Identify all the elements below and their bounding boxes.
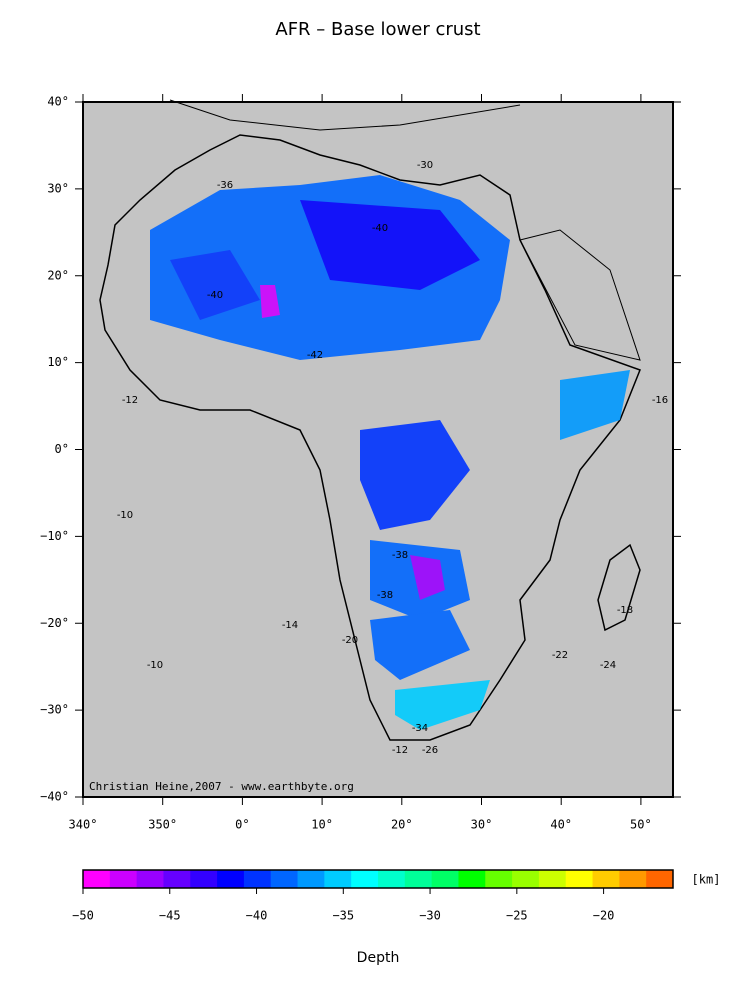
lon-tick-label: 350° [148, 818, 177, 832]
color-box [458, 870, 486, 888]
color-box [404, 870, 433, 888]
contour-label: -24 [600, 660, 616, 671]
contour-label: -18 [617, 605, 633, 616]
colorbar-tick-label: −30 [419, 909, 441, 923]
lon-tick-label: 10° [311, 818, 333, 832]
color-box [270, 870, 299, 888]
color-box [190, 870, 218, 888]
lat-tick-label: −20° [40, 616, 69, 630]
color-box [243, 870, 272, 888]
contour-label: -36 [217, 180, 233, 191]
colorbar-unit: [km] [692, 873, 721, 887]
contour-label: -22 [552, 650, 568, 661]
contour-label: -42 [307, 350, 323, 361]
color-box [109, 870, 138, 888]
lon-tick-label: 340° [69, 818, 98, 832]
color-box [217, 870, 245, 888]
lat-tick-label: 10° [47, 355, 69, 369]
colorbar-tick-label: −35 [332, 909, 354, 923]
contour-label: -30 [417, 160, 433, 171]
colorbar-tick-label: −45 [159, 909, 181, 923]
credit: Christian Heine,2007 - www.earthbyte.org [89, 780, 354, 793]
colorbar-tick-label: −25 [506, 909, 528, 923]
color-box [136, 870, 164, 888]
contour-label: -40 [372, 223, 388, 234]
color-box [378, 870, 406, 888]
color-box [163, 870, 191, 888]
title: AFR – Base lower crust [275, 19, 480, 40]
color-box [431, 870, 459, 888]
lat-tick-label: 0° [55, 442, 69, 456]
color-box [646, 870, 674, 888]
contour-label: -10 [147, 660, 163, 671]
contour-label: -20 [342, 635, 358, 646]
lat-tick-label: 30° [47, 181, 69, 195]
contour-label: -26 [422, 745, 438, 756]
color-box [592, 870, 620, 888]
colorbar-tick-label: −20 [593, 909, 615, 923]
contour-label: -40 [207, 290, 223, 301]
contour-label: -14 [282, 620, 298, 631]
colorbar-frame [82, 869, 674, 889]
lon-tick-label: 50° [630, 818, 652, 832]
color-box [351, 870, 379, 888]
colorbar-tick-label: −40 [246, 909, 268, 923]
color-box [512, 870, 540, 888]
color-box [485, 870, 513, 888]
contour-label: -10 [117, 510, 133, 521]
lon-tick-label: 20° [391, 818, 413, 832]
color-box [83, 870, 111, 888]
color-box [297, 870, 325, 888]
contour-label: -38 [377, 590, 393, 601]
color-box [324, 870, 352, 888]
color-box [565, 870, 594, 888]
lat-tick-label: 40° [47, 95, 69, 109]
lat-tick-label: −10° [40, 529, 69, 543]
lon-tick-label: 30° [471, 818, 493, 832]
contour-label: -16 [652, 395, 668, 406]
contour-label: -12 [122, 395, 138, 406]
contour-label: -34 [412, 723, 428, 734]
color-box [538, 870, 567, 888]
lon-tick-label: 40° [550, 818, 572, 832]
colorbar-tick-label: −50 [72, 909, 94, 923]
lat-tick-label: −40° [40, 790, 69, 804]
lat-tick-label: −30° [40, 703, 69, 717]
lat-tick-label: 20° [47, 268, 69, 282]
depth-fill [150, 175, 630, 730]
colorbar-label: Depth [357, 950, 400, 966]
continent [99, 99, 641, 741]
lon-tick-label: 0° [235, 818, 249, 832]
contour-label: -38 [392, 550, 408, 561]
contour-label: -12 [392, 745, 408, 756]
color-box [619, 870, 647, 888]
